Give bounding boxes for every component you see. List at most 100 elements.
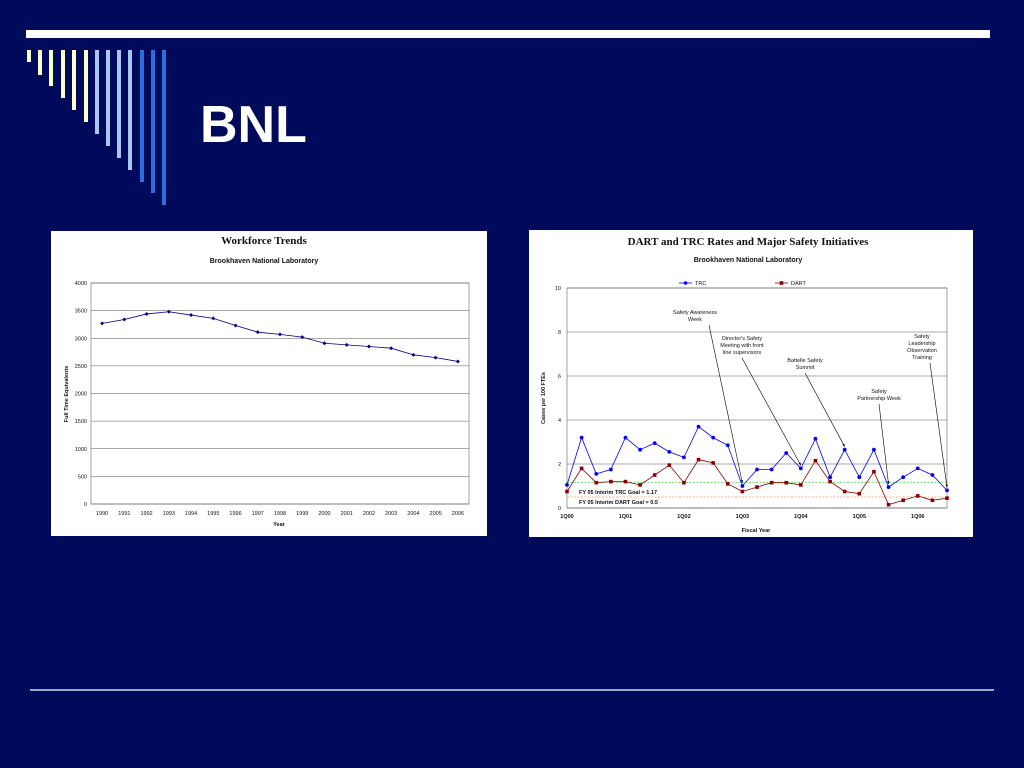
stripe xyxy=(151,50,155,193)
annotation-text: Training xyxy=(912,355,932,361)
data-point xyxy=(901,498,905,503)
x-tick-label: 1997 xyxy=(252,511,264,517)
annotation-text: Week xyxy=(688,317,702,323)
stripe xyxy=(84,50,88,122)
data-point xyxy=(623,479,628,484)
data-point xyxy=(740,489,745,494)
top-rule xyxy=(26,30,990,38)
y-axis-label: Full Time Equivalents xyxy=(64,366,70,422)
data-point xyxy=(366,344,371,349)
stripe xyxy=(61,50,65,98)
data-point xyxy=(755,467,759,472)
series-line xyxy=(102,311,458,362)
data-point xyxy=(652,441,657,445)
data-point xyxy=(100,321,105,326)
data-point xyxy=(455,359,460,364)
x-tick-label: 2001 xyxy=(341,511,353,517)
data-point xyxy=(915,466,920,471)
data-point xyxy=(813,436,818,441)
annotation-text: Partnership Week xyxy=(857,396,901,402)
annotation-arrow xyxy=(804,372,845,447)
y-tick-label: 8 xyxy=(558,330,561,336)
data-point xyxy=(565,489,569,494)
trc-goal-label: FY 05 Interim TRC Goal = 1.17 xyxy=(579,490,657,496)
data-point xyxy=(682,480,686,485)
x-tick-label: 1996 xyxy=(229,511,241,517)
chart-subtitle: Brookhaven National Laboratory xyxy=(694,257,803,264)
data-point xyxy=(725,443,730,448)
y-tick-label: 0 xyxy=(558,506,561,512)
x-tick-label: 1Q01 xyxy=(619,514,632,520)
y-tick-label: 500 xyxy=(78,474,87,480)
data-point xyxy=(711,435,716,440)
data-point xyxy=(915,494,920,498)
data-point xyxy=(594,472,599,476)
y-axis-label: Cases per 100 FTEs xyxy=(541,372,547,424)
data-point xyxy=(798,466,803,471)
y-tick-label: 2 xyxy=(558,462,561,468)
annotation-text: Leadership xyxy=(908,341,935,347)
x-tick-label: 2005 xyxy=(430,511,442,517)
data-point xyxy=(211,316,216,321)
workforce-trends-chart-panel: Workforce Trends Brookhaven National Lab… xyxy=(51,231,487,536)
data-point xyxy=(711,461,715,465)
data-point xyxy=(857,475,862,480)
x-tick-label: 1Q04 xyxy=(794,514,808,520)
dart-trc-chart: DART and TRC Rates and Major Safety Init… xyxy=(541,236,949,534)
data-point xyxy=(667,463,672,467)
data-point xyxy=(930,473,935,477)
annotation-arrowhead xyxy=(842,443,845,447)
annotation-text: Meeting with front xyxy=(720,343,764,349)
annotation-text: Battelle Safety xyxy=(787,358,823,364)
data-point xyxy=(682,455,686,460)
annotation-text: Safety Awareness xyxy=(673,310,717,316)
data-point xyxy=(945,496,949,500)
annotation-arrowhead xyxy=(945,484,948,488)
legend-label-trc: TRC xyxy=(695,281,706,287)
x-tick-label: 1Q03 xyxy=(736,514,749,520)
x-tick-label: 1999 xyxy=(296,511,308,517)
data-point xyxy=(609,479,613,484)
bottom-rule xyxy=(30,689,994,691)
data-point xyxy=(667,450,672,454)
data-point xyxy=(842,489,847,494)
data-point xyxy=(886,502,891,507)
y-tick-label: 10 xyxy=(555,286,561,292)
data-point xyxy=(144,311,149,316)
data-point xyxy=(565,483,569,487)
data-point xyxy=(872,447,876,452)
x-tick-label: 1991 xyxy=(118,511,130,517)
dart-trc-chart-panel: DART and TRC Rates and Major Safety Init… xyxy=(529,230,973,537)
data-point xyxy=(725,482,730,486)
annotation-text: Safety xyxy=(914,334,930,340)
data-point xyxy=(579,466,584,471)
stripe xyxy=(140,50,144,182)
data-point xyxy=(784,480,789,485)
y-tick-label: 0 xyxy=(84,502,87,508)
data-point xyxy=(652,473,657,477)
data-point xyxy=(828,479,832,484)
y-tick-label: 4 xyxy=(558,418,561,424)
x-tick-label: 1Q06 xyxy=(911,514,924,520)
stripe xyxy=(117,50,121,158)
y-tick-label: 3000 xyxy=(75,336,87,342)
data-point xyxy=(842,447,847,452)
data-point xyxy=(638,447,642,452)
x-tick-label: 2002 xyxy=(363,511,375,517)
x-tick-label: 2003 xyxy=(385,511,397,517)
annotation-text: Safety xyxy=(871,389,887,395)
data-point xyxy=(189,313,194,318)
data-point xyxy=(122,317,127,322)
y-tick-label: 2500 xyxy=(75,364,87,370)
stripe xyxy=(162,50,166,205)
y-tick-label: 1000 xyxy=(75,447,87,453)
stripe xyxy=(27,50,31,62)
y-tick-label: 1500 xyxy=(75,419,87,425)
x-tick-label: 2004 xyxy=(407,511,419,517)
x-tick-label: 1990 xyxy=(96,511,108,517)
y-tick-label: 6 xyxy=(558,374,561,380)
annotation-arrow xyxy=(741,357,802,466)
data-point xyxy=(623,435,628,440)
annotation-arrow xyxy=(878,403,889,485)
data-point xyxy=(166,309,171,314)
